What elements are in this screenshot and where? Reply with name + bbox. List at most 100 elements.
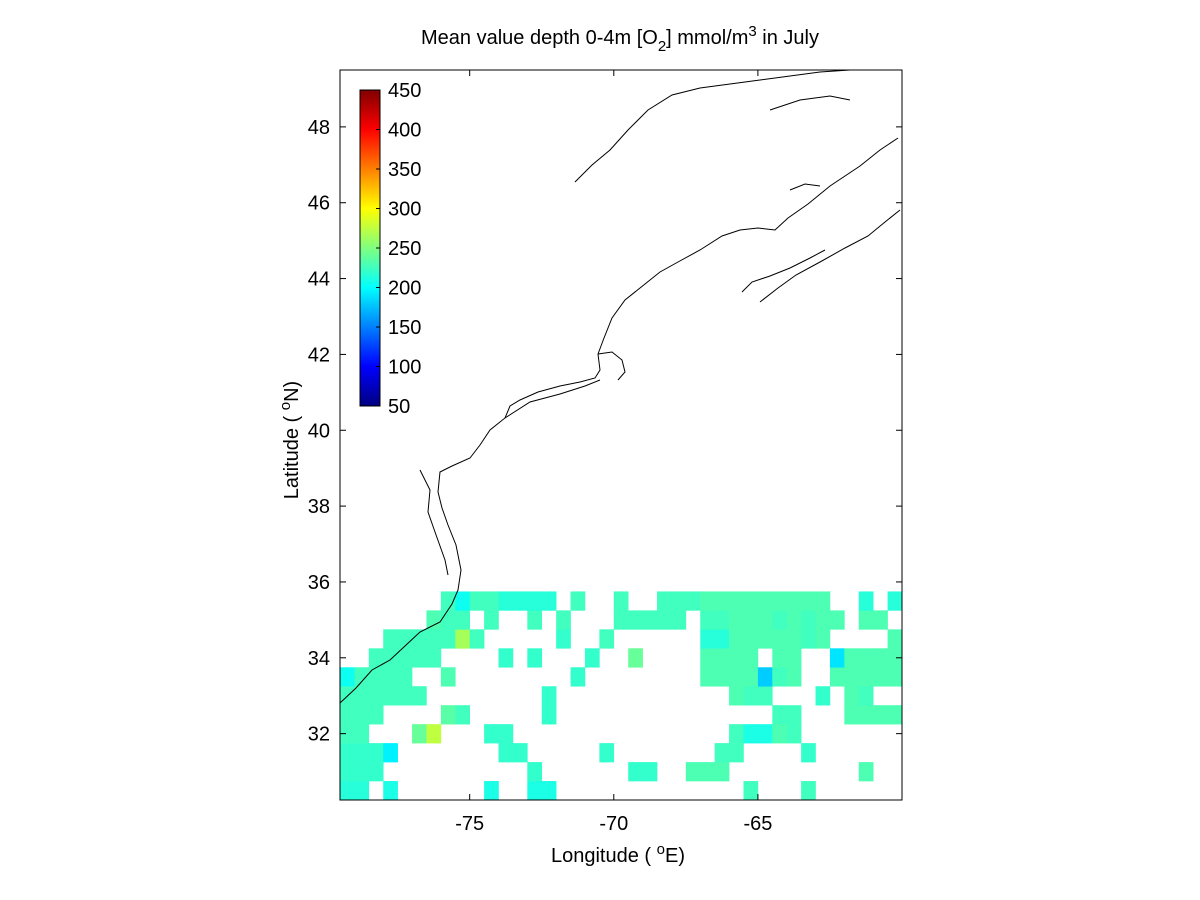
heatmap-cell [368,762,384,782]
heatmap-cell [354,705,370,725]
heatmap-cell [714,743,730,763]
heatmap-cell [757,591,773,611]
y-label-suffix: N) [281,381,303,402]
y-tick-label: 42 [308,344,330,366]
heatmap-cell [743,591,759,611]
heatmap-cell [858,648,874,668]
x-tick-label: -75 [455,813,484,835]
heatmap-cell [412,724,427,744]
heatmap-cell [714,629,730,649]
heatmap-cell [354,667,370,687]
heatmap-cell [887,629,903,649]
heatmap-cell [584,648,600,668]
heatmap-cell [743,648,759,668]
heatmap-cell [729,686,744,706]
heatmap-cell [801,591,816,611]
heatmap-cell [815,629,831,649]
heatmap-cell [527,781,543,801]
heatmap-cell [512,591,528,611]
colorbar-tick-label: 400 [388,120,421,142]
heatmap-cell [700,648,715,668]
title-middle: ] mmol/m [666,27,748,49]
heatmap-cell [440,705,456,725]
heatmap-cell [426,724,442,744]
heatmap-cell [714,762,730,782]
colorbar-tick-label: 350 [388,159,421,181]
heatmap-cell [844,667,860,687]
heatmap-cell [498,591,514,611]
heatmap-cell [354,724,370,744]
heatmap-cell [397,629,413,649]
heatmap-cell [412,686,427,706]
heatmap-cell [642,610,658,630]
heatmap-cell [858,667,874,687]
heatmap-cell [354,743,370,763]
coastline-cape-cod [597,351,626,381]
heatmap-cell [455,610,470,630]
heatmap-cell [786,724,802,744]
heatmap-cell [801,610,816,630]
title-superscript: 3 [748,23,756,40]
heatmap-cell [685,762,701,782]
title-prefix: Mean value depth 0-4m [O [421,27,658,49]
heatmap-cell [484,724,499,744]
title-subscript: 2 [658,38,666,55]
heatmap-cell [412,648,427,668]
heatmap-cell [440,667,456,687]
heatmap-cell [829,610,845,630]
heatmap-cell [700,629,715,649]
heatmap-cell [772,648,788,668]
heatmap-cell [541,705,557,725]
heatmap-cell [685,591,701,611]
heatmap-cell [714,667,730,687]
heatmap-cell [714,648,730,668]
heatmap-cell [383,648,398,668]
heatmap-cell [786,648,802,668]
heatmap-cell [772,610,788,630]
heatmap-cell [743,629,759,649]
y-tick-label: 34 [308,648,330,670]
x-axis-ticks: -75 -70 -65 [455,70,772,835]
heatmap-cell [556,610,571,630]
heatmap-cell [786,667,802,687]
heatmap-cell [714,610,730,630]
heatmap-cell [628,762,643,782]
y-axis-ticks: 32 34 36 38 40 42 44 46 48 [308,117,902,746]
heatmap-cell [512,743,528,763]
heatmap-cell [873,667,888,687]
heatmap-cell [426,629,442,649]
heatmap-cell [786,591,802,611]
heatmap-cell [455,629,470,649]
heatmap-cell [714,591,730,611]
heatmap-cell [527,591,543,611]
heatmap-cell [729,610,744,630]
heatmap-cell [772,724,788,744]
heatmap-cell [426,610,442,630]
heatmap-cell [858,762,874,782]
heatmap-cell [772,591,788,611]
coastline-gulf-st-lawrence [574,69,851,183]
heatmap-cell [383,686,398,706]
heatmap-cell [743,686,759,706]
heatmap-cell [570,591,586,611]
heatmap-cell [757,610,773,630]
y-axis-label: Latitude ( oN) [277,381,303,499]
heatmap-cell [397,648,413,668]
heatmap-cell [786,705,802,725]
heatmap-cell [729,648,744,668]
heatmap-cell [498,648,514,668]
heatmap-cell [873,648,888,668]
heatmap-cell [743,610,759,630]
y-label-prefix: Latitude ( [281,410,303,499]
heatmap-cell [541,781,557,801]
heatmap-cell [527,762,543,782]
heatmap-cell [801,781,816,801]
heatmap-cell [858,591,874,611]
heatmap-cell [729,667,744,687]
heatmap-cell [426,648,442,668]
heatmap-cell [570,667,586,687]
heatmap-cell [815,686,831,706]
heatmap-cell [887,667,903,687]
heatmap-cell [844,648,860,668]
